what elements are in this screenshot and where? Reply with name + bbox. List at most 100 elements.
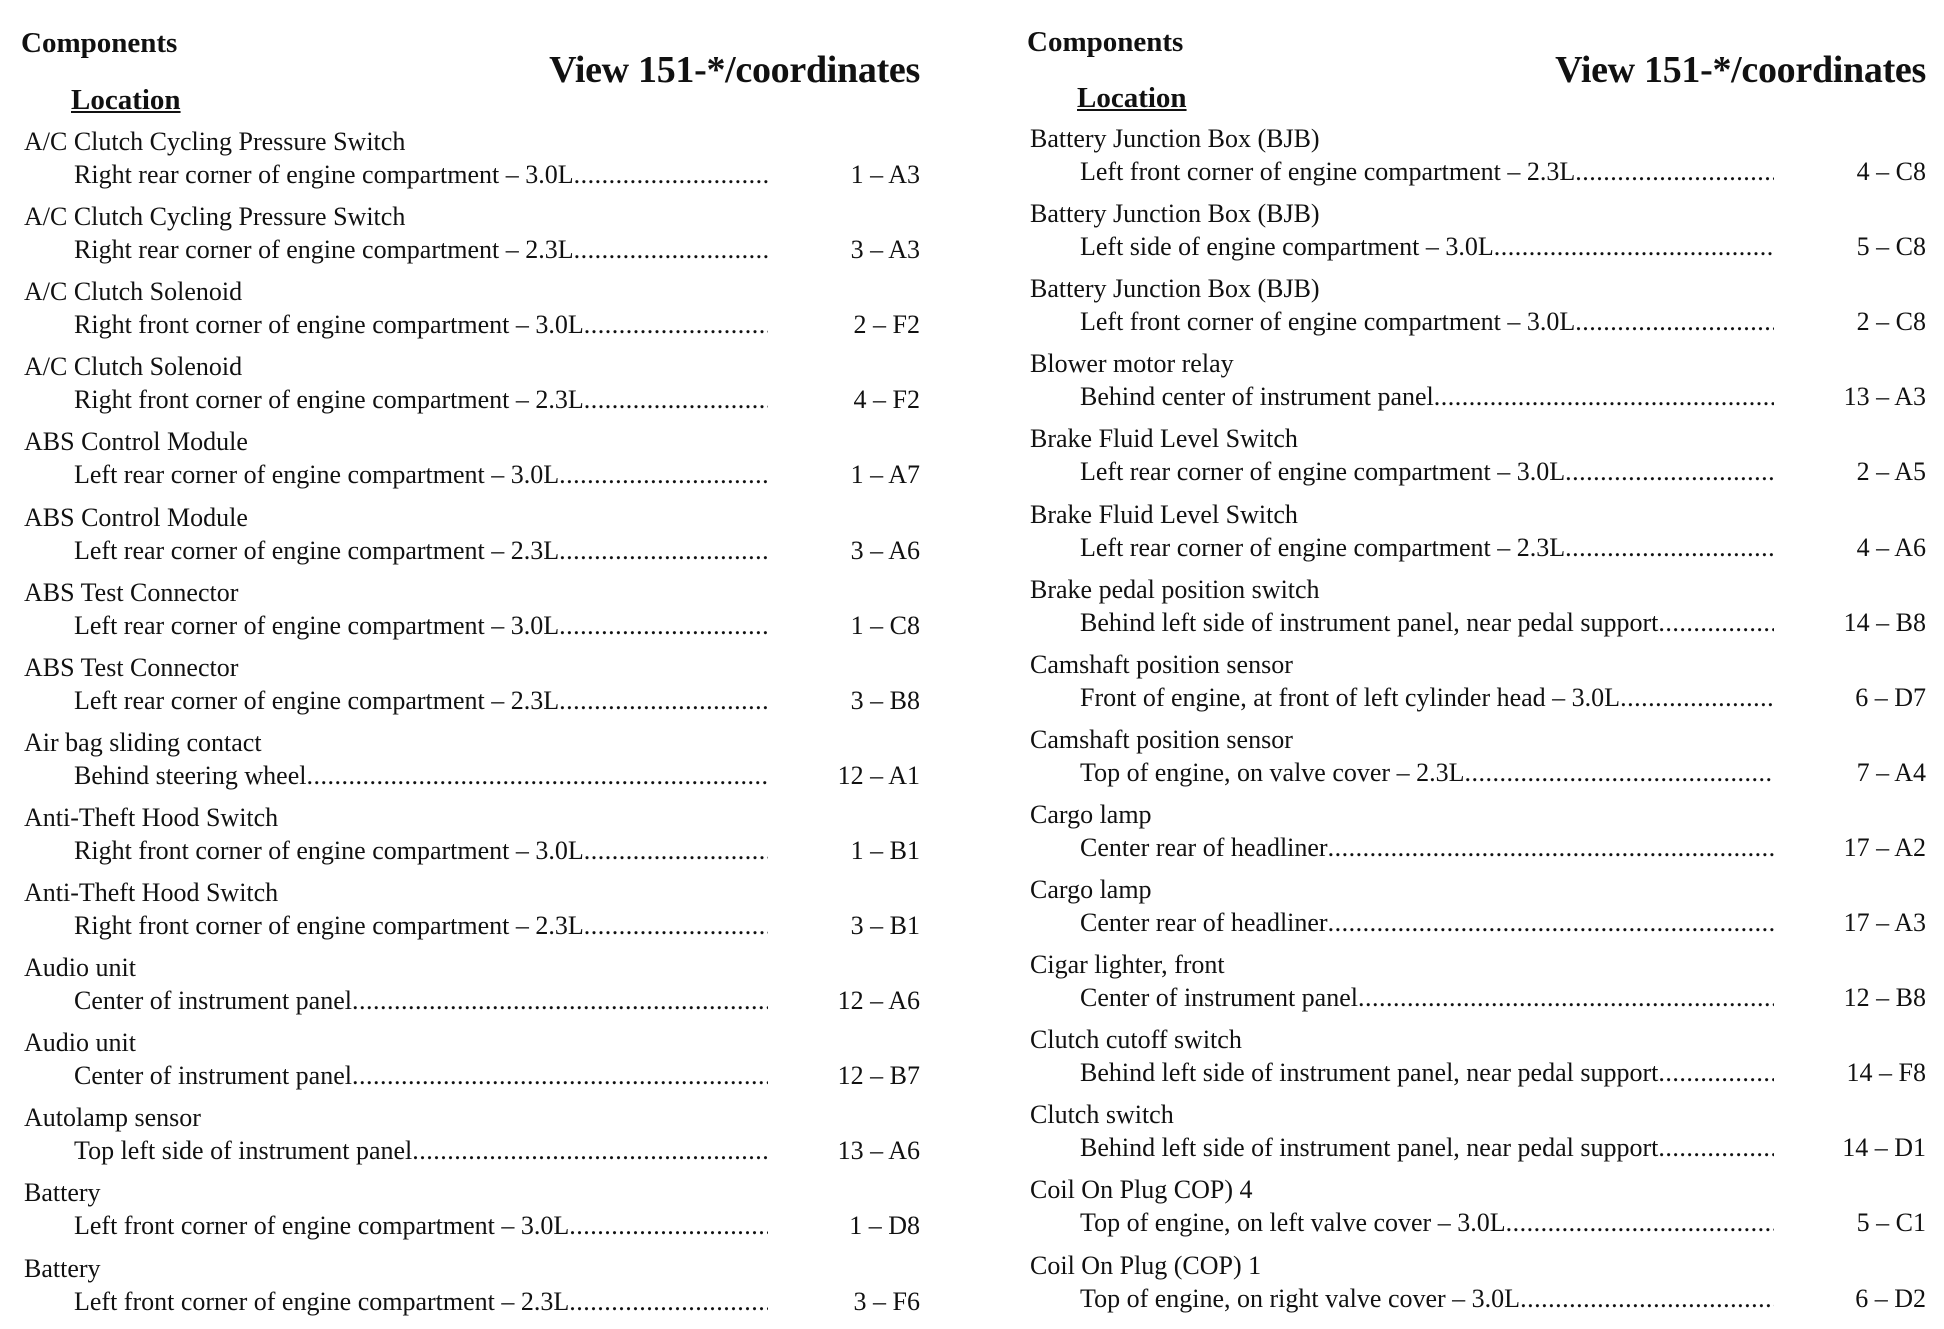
component-location: Right front corner of engine compartment… (74, 836, 768, 866)
component-entry: A/C Clutch Solenoid Right front corner of… (0, 277, 920, 352)
component-entry: Coil On Plug (COP) 1 Top of engine, on ri… (1006, 1251, 1926, 1326)
component-name: Battery Junction Box (BJB) (1030, 199, 1320, 229)
view-coordinate: 6 – D7 (1855, 682, 1926, 712)
component-entry: Battery Junction Box (BJB) Left side of e… (1006, 199, 1926, 274)
component-name: Air bag sliding contact (24, 727, 262, 757)
component-location: Left rear corner of engine compartment –… (1080, 457, 1774, 487)
component-location: Behind left side of instrument panel, ne… (1080, 1133, 1774, 1163)
component-name: Camshaft position sensor (1030, 724, 1293, 754)
component-entry: A/C Clutch Solenoid Right front corner of… (0, 352, 920, 427)
component-entry: Anti-Theft Hood Switch Right front corner… (0, 803, 920, 878)
component-name: Cargo lamp (1030, 875, 1152, 904)
component-entry: Blower motor relay Behind center of instr… (1006, 349, 1926, 424)
component-name: A/C Clutch Cycling Pressure Switch (24, 127, 406, 156)
component-name: Cargo lamp (1030, 799, 1152, 829)
component-name: Coil On Plug (COP) 1 (1030, 1250, 1262, 1280)
view-coordinate: 1 – A3 (850, 160, 920, 189)
view-coordinate: 17 – A3 (1843, 908, 1926, 937)
component-name: Brake pedal position switch (1030, 574, 1320, 604)
component-location: Left rear corner of engine compartment –… (74, 536, 768, 566)
component-name: ABS Test Connector (24, 577, 239, 607)
component-location: Top of engine, on right valve cover – 3.… (1080, 1284, 1774, 1314)
component-entry: Clutch cutoff switch Behind left side of … (1006, 1025, 1926, 1100)
component-location: Center rear of headliner (1080, 833, 1774, 863)
component-entry: Brake Fluid Level Switch Left rear corner… (1006, 500, 1926, 575)
view-coordinate: 6 – D2 (1855, 1283, 1926, 1313)
view-coordinate: 1 – D8 (849, 1211, 920, 1241)
component-name: ABS Control Module (24, 427, 248, 457)
component-entry: Brake pedal position switch Behind left s… (1006, 575, 1926, 650)
component-name: Audio unit (24, 1028, 136, 1058)
component-name: ABS Control Module (24, 502, 248, 532)
component-location: Right rear corner of engine compartment … (74, 160, 768, 190)
component-name: Cigar lighter, front (1030, 950, 1225, 980)
components-heading: Components (1027, 26, 1184, 58)
component-location: Center of instrument panel (74, 1061, 768, 1091)
component-location: Behind left side of instrument panel, ne… (1080, 608, 1774, 638)
component-entry: ABS Control Module Left rear corner of en… (0, 503, 920, 578)
view-coordinate: 1 – B1 (850, 835, 920, 865)
component-entry: Camshaft position sensor Top of engine, o… (1006, 725, 1926, 800)
location-heading: Location (1077, 82, 1187, 114)
component-entry: Cigar lighter, front Center of instrument… (1006, 950, 1926, 1025)
view-coordinate: 14 – F8 (1846, 1058, 1926, 1088)
component-name: Camshaft position sensor (1030, 649, 1293, 679)
component-name: A/C Clutch Solenoid (24, 352, 243, 382)
component-entry: A/C Clutch Cycling Pressure Switch Right … (0, 127, 920, 202)
view-coordinate: 12 – B8 (1843, 983, 1926, 1013)
view-coordinate: 14 – B8 (1843, 607, 1926, 637)
component-name: A/C Clutch Cycling Pressure Switch (24, 202, 406, 232)
component-location: Behind steering wheel (74, 761, 768, 791)
component-entry: Anti-Theft Hood Switch Right front corner… (0, 878, 920, 953)
component-name: Anti-Theft Hood Switch (24, 802, 279, 832)
component-entry: Clutch switch Behind left side of instrum… (1006, 1100, 1926, 1175)
component-location: Behind center of instrument panel (1080, 382, 1774, 412)
component-name: Brake Fluid Level Switch (1030, 424, 1298, 454)
view-coordinate: 12 – A1 (837, 760, 920, 790)
view-coordinate: 12 – A6 (837, 986, 920, 1016)
right-column: Components Location View 151-*/coordinat… (1006, 0, 1926, 1328)
view-coordinates-heading: View 151-*/coordinates (1555, 49, 1926, 91)
component-entry: Camshaft position sensor Front of engine,… (1006, 650, 1926, 725)
component-entry: Battery Junction Box (BJB) Left front cor… (1006, 124, 1926, 199)
component-location: Right rear corner of engine compartment … (74, 235, 768, 265)
view-coordinate: 12 – B7 (837, 1061, 920, 1091)
component-name: Brake Fluid Level Switch (1030, 499, 1298, 529)
component-name: Coil On Plug COP) 4 (1030, 1175, 1253, 1205)
component-entry: A/C Clutch Cycling Pressure Switch Right … (0, 202, 920, 277)
component-name: Autolamp sensor (24, 1103, 201, 1133)
view-coordinate: 3 – A6 (850, 535, 920, 565)
component-location: Right front corner of engine compartment… (74, 310, 768, 340)
view-coordinate: 4 – A6 (1856, 532, 1926, 562)
component-location: Left rear corner of engine compartment –… (1080, 533, 1774, 563)
component-name: A/C Clutch Solenoid (24, 277, 243, 307)
component-entry: ABS Control Module Left rear corner of en… (0, 427, 920, 502)
view-coordinate: 4 – F2 (853, 385, 920, 415)
component-location: Front of engine, at front of left cylind… (1080, 683, 1774, 713)
view-coordinate: 3 – A3 (850, 235, 920, 265)
view-coordinate: 13 – A3 (1843, 382, 1926, 412)
component-entry: Brake Fluid Level Switch Left rear corner… (1006, 424, 1926, 499)
component-entry: Battery Junction Box (BJB) Left front cor… (1006, 274, 1926, 349)
view-coordinates-heading: View 151-*/coordinates (549, 49, 920, 91)
view-coordinate: 2 – F2 (853, 310, 920, 340)
left-column: Components Location View 151-*/coordinat… (0, 0, 920, 1328)
view-coordinate: 3 – F6 (853, 1286, 920, 1316)
component-name: Clutch switch (1030, 1100, 1174, 1130)
view-coordinate: 7 – A4 (1856, 757, 1926, 787)
component-location: Left front corner of engine compartment … (74, 1287, 768, 1317)
view-coordinate: 17 – A2 (1843, 832, 1926, 862)
component-location: Right front corner of engine compartment… (74, 385, 768, 415)
component-location: Left front corner of engine compartment … (1080, 307, 1774, 337)
component-entry: Autolamp sensor Top left side of instrume… (0, 1103, 920, 1178)
view-coordinate: 2 – C8 (1856, 307, 1926, 337)
view-coordinate: 5 – C8 (1856, 232, 1926, 262)
component-location: Top of engine, on left valve cover – 3.0… (1080, 1208, 1774, 1238)
component-location: Top left side of instrument panel (74, 1136, 768, 1166)
components-heading: Components (21, 27, 178, 59)
view-coordinate: 13 – A6 (837, 1136, 920, 1166)
view-coordinate: 4 – C8 (1856, 157, 1926, 186)
component-entry: Battery Left front corner of engine compa… (0, 1254, 920, 1329)
